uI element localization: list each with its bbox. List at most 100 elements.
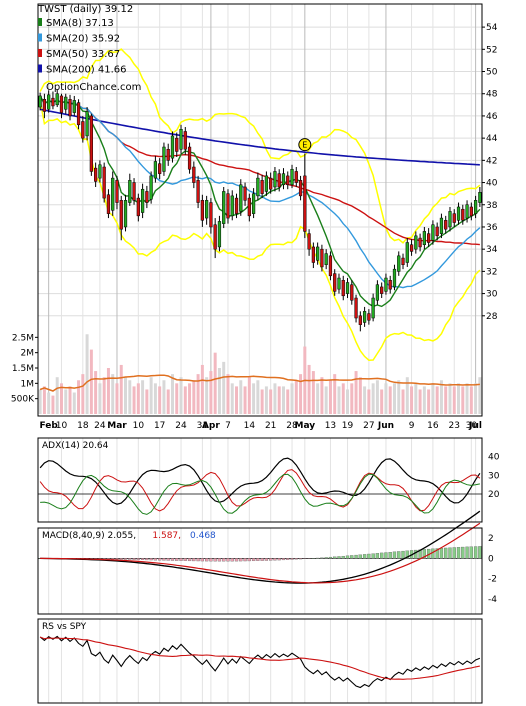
volume-bar (72, 392, 76, 414)
volume-bar (149, 377, 153, 414)
candle-body (264, 175, 269, 192)
indicator-tick-label: -2 (488, 575, 497, 585)
volume-bar (111, 374, 115, 414)
legend-label: SMA(50) 33.67 (46, 49, 120, 60)
volume-bar (205, 377, 209, 414)
volume-bar (380, 389, 384, 414)
earnings-label: E (302, 141, 307, 150)
date-label: 24 (175, 421, 187, 431)
macd-histogram-bar (439, 548, 444, 559)
legend-label: SMA(20) 35.92 (46, 34, 120, 45)
indicator-tick-label: 30 (488, 471, 500, 481)
candle-body (175, 137, 179, 152)
volume-bar (115, 383, 119, 414)
macd-histogram-bar (239, 558, 243, 562)
volume-bar (299, 374, 303, 414)
candle-body (59, 95, 64, 113)
volume-bar (307, 364, 311, 414)
macd-histogram-bar (102, 558, 106, 560)
date-label: 19 (342, 421, 354, 431)
date-label: 10 (56, 421, 68, 431)
candle-body (354, 297, 358, 319)
sma50-line (39, 95, 480, 246)
price-tick-label: 46 (486, 112, 498, 122)
macd-histogram-bar (251, 558, 256, 562)
volume-bar (346, 389, 350, 414)
volume-bar (158, 386, 162, 414)
date-label: Mar (107, 421, 127, 431)
macd-histogram-bar (375, 553, 380, 559)
candle-body (333, 273, 337, 292)
macd-histogram-bar (158, 558, 162, 561)
candle-body (371, 297, 375, 319)
volume-bar (94, 371, 98, 414)
indicator-tick-label: -4 (488, 595, 497, 605)
price-tick-label: 38 (486, 201, 498, 211)
legend-swatch (38, 18, 42, 26)
macd-histogram-bar (230, 558, 234, 562)
macd-histogram-bar (226, 558, 230, 562)
candle-body (243, 186, 247, 201)
volume-bar (153, 383, 157, 414)
candle-body (187, 146, 192, 170)
volume-bar (388, 386, 392, 414)
candle-body (89, 115, 93, 172)
candle-body (217, 221, 222, 248)
macd-histogram-bar (145, 558, 149, 561)
volume-bar (435, 386, 439, 414)
macd-histogram-bar (345, 555, 350, 559)
volume-bar (77, 380, 81, 414)
candle-body (298, 180, 303, 197)
candle-body (192, 166, 196, 183)
date-label: 10 (133, 421, 145, 431)
candle-body (367, 313, 371, 321)
candle-body (269, 177, 273, 190)
volume-bar (128, 380, 132, 414)
macd-histogram-bar (106, 558, 111, 560)
date-label: Jun (377, 421, 394, 431)
volume-bar (179, 377, 183, 414)
candle-body (294, 171, 298, 183)
volume-bar (328, 380, 332, 414)
candle-body (452, 213, 456, 223)
date-label: 18 (77, 421, 89, 431)
macd-histogram-bar (187, 558, 192, 562)
grid-layer (38, 4, 482, 703)
price-tick-label: 30 (486, 290, 498, 300)
candle-body (183, 131, 187, 150)
volume-bar (337, 386, 341, 414)
macd-histogram-bar (175, 558, 179, 561)
macd-histogram-bar (294, 558, 298, 560)
macd-histogram-bar (307, 558, 311, 560)
candle-body (290, 168, 294, 186)
macd-histogram-bar (132, 558, 136, 560)
macd-histogram-bar (273, 558, 277, 561)
macd-histogram-bar (179, 558, 183, 561)
date-label: Apr (202, 421, 220, 431)
candle-body (213, 224, 217, 250)
volume-bar (196, 374, 200, 414)
price-tick-label: 36 (486, 223, 498, 233)
volume-bar (64, 389, 68, 414)
macd-histogram-bar (435, 548, 439, 559)
macd-histogram-bar (243, 558, 247, 562)
volume-bar (384, 383, 388, 414)
macd-histogram-bar (183, 558, 187, 561)
axes: 54 52 50 48 46 44 42 40 38 36 34 32 30 28 2.5M 2M 1.5M 1M… (11, 3, 500, 704)
volume-bar (183, 386, 187, 414)
candle-body (196, 180, 200, 203)
macd-histogram-bar (204, 558, 209, 562)
di-minus-line (40, 473, 480, 515)
volume-bar (42, 386, 46, 414)
volume-bar (170, 374, 174, 414)
volume-bar (324, 386, 328, 414)
macd-histogram-bar (414, 549, 418, 559)
macd-histogram-bar (465, 546, 469, 559)
macd-histogram-bar (478, 546, 482, 559)
macd-histogram-bar (444, 547, 448, 559)
price-tick-label: 28 (486, 312, 498, 322)
date-label: 24 (94, 421, 106, 431)
volume-bar (469, 386, 473, 414)
candle-body (392, 268, 397, 288)
candle-body (409, 244, 414, 252)
